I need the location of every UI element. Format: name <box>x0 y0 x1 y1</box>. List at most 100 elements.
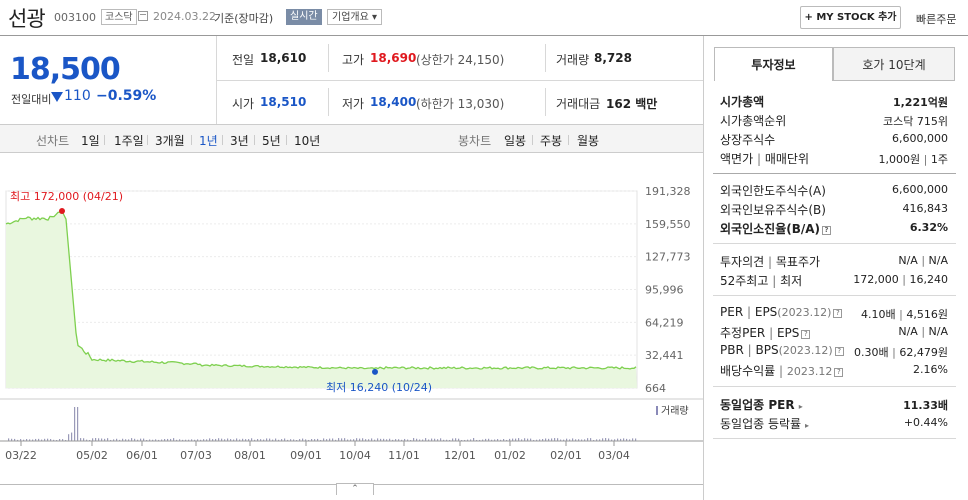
x-tick-label: 11/01 <box>388 449 420 462</box>
volume-bar <box>527 438 529 441</box>
high-marker <box>59 207 65 214</box>
open-value: 18,510 <box>260 95 307 109</box>
volume-bar <box>524 438 526 441</box>
dividend-date: 2023.12 <box>786 365 833 378</box>
tab-daily[interactable]: 일봉 <box>504 134 527 148</box>
sector-rate-label[interactable]: 동일업종 등락률 ▸ <box>720 415 809 432</box>
tab-5y[interactable]: 5년 <box>262 134 281 148</box>
help-icon[interactable]: ? <box>822 226 832 235</box>
volume-bar <box>41 439 43 441</box>
tab-3m[interactable]: 3개월 <box>155 134 185 148</box>
help-icon[interactable]: ? <box>834 347 844 356</box>
high-label: 고가 <box>342 53 365 67</box>
volume-bar <box>260 439 262 441</box>
overview-label: 기업개요 <box>332 12 369 23</box>
divider <box>286 135 287 145</box>
volume-bar <box>263 439 265 441</box>
volume-bar <box>146 439 148 441</box>
chevron-right-icon: ▸ <box>804 421 809 430</box>
pbr-bps-label: PBR | BPS(2023.12)? <box>720 343 844 357</box>
low-value: 18,400 <box>370 95 417 109</box>
quick-order-link[interactable]: 빠른주문 <box>916 13 957 26</box>
volume-bar <box>392 439 394 441</box>
est-per-value: N/A | N/A <box>898 325 948 338</box>
volume-bar <box>254 439 256 441</box>
par-value: 1,000원 <box>878 153 921 166</box>
volume-bar <box>611 439 613 441</box>
calendar-icon <box>138 11 148 21</box>
tab-monthly[interactable]: 월봉 <box>577 134 600 148</box>
volume-bar <box>464 439 466 441</box>
foreign-ratio-text: 외국인소진율(B/A) <box>720 222 821 236</box>
divider <box>104 135 105 145</box>
volume-bar <box>497 439 499 441</box>
tab-3y[interactable]: 3년 <box>230 134 249 148</box>
tab-1w[interactable]: 1주일 <box>114 134 144 148</box>
volume-bar <box>224 439 226 441</box>
help-icon[interactable]: ? <box>834 368 844 377</box>
volume-bar <box>629 439 631 441</box>
volume-bar <box>326 439 328 441</box>
tab-1y[interactable]: 1년 <box>199 134 218 148</box>
volume-bar <box>68 434 70 441</box>
volume-bar <box>290 439 292 441</box>
bps-label: BPS <box>755 343 779 357</box>
volume-bar <box>365 439 367 441</box>
volume-bar <box>305 439 307 441</box>
volume-bar <box>113 439 115 441</box>
divider <box>328 44 329 72</box>
per-eps-value: 4.10배 | 4,516원 <box>861 308 948 321</box>
foreign-ratio-label: 외국인소진율(B/A)? <box>720 220 832 237</box>
tab-weekly[interactable]: 주봉 <box>540 134 563 148</box>
tab-1d[interactable]: 1일 <box>81 134 100 148</box>
help-icon[interactable]: ? <box>833 309 843 318</box>
volume-bar <box>578 439 580 441</box>
volume-bar <box>257 439 259 441</box>
volume-bar <box>98 438 100 441</box>
realtime-button[interactable]: 실시간 <box>286 9 322 25</box>
volume-bar <box>500 439 502 441</box>
volume-bar <box>626 438 628 441</box>
volume-bar <box>386 439 388 441</box>
volume-bar <box>128 439 130 441</box>
volume-bar <box>461 439 463 441</box>
volume-bar <box>287 439 289 441</box>
volume-bar <box>563 439 565 441</box>
collapse-button[interactable]: ⌃ <box>336 483 374 495</box>
x-tick-label: 10/04 <box>339 449 371 462</box>
volume-bar <box>422 439 424 441</box>
volume-bar <box>362 438 364 441</box>
volume-bar <box>269 438 271 441</box>
volume-bar <box>413 438 415 441</box>
volume-legend: 거래량 <box>661 405 689 417</box>
volume-bar <box>416 438 418 441</box>
volume-bar <box>101 438 103 441</box>
volume-bar <box>632 438 634 441</box>
divider <box>545 44 546 72</box>
tab-orderbook[interactable]: 호가 10단계 <box>833 47 955 81</box>
volume-bar <box>434 438 436 441</box>
overview-button[interactable]: 기업개요 ▾ <box>327 9 383 25</box>
volume-bar <box>323 438 325 441</box>
est-eps-value: N/A <box>928 325 948 338</box>
volume-bar <box>314 439 316 441</box>
volume-bar <box>341 438 343 441</box>
volume-bar <box>554 438 556 441</box>
tab-10y[interactable]: 10년 <box>294 134 321 148</box>
add-mystock-button[interactable]: + MY STOCK 추가 <box>800 6 901 29</box>
foreign-hold-value: 416,843 <box>902 202 949 215</box>
volume-bar <box>410 439 412 441</box>
help-icon[interactable]: ? <box>801 330 811 339</box>
volume-label: 거래량 <box>556 53 590 67</box>
volume-bar <box>65 439 67 441</box>
volume-bar <box>83 438 85 441</box>
volume-bar <box>272 439 274 441</box>
volume-bar <box>176 439 178 441</box>
volume-bar <box>536 439 538 441</box>
volume-bar <box>335 439 337 441</box>
tab-invest-info[interactable]: 투자정보 <box>714 47 833 81</box>
w52-label: 52주최고 | 최저 <box>720 274 803 288</box>
sector-per-label[interactable]: 동일업종 PER ▸ <box>720 396 803 413</box>
volume-bar <box>476 439 478 441</box>
price-chart[interactable]: 최고 172,000 (04/21) 최저 16,240 (10/24) 191… <box>0 154 703 484</box>
